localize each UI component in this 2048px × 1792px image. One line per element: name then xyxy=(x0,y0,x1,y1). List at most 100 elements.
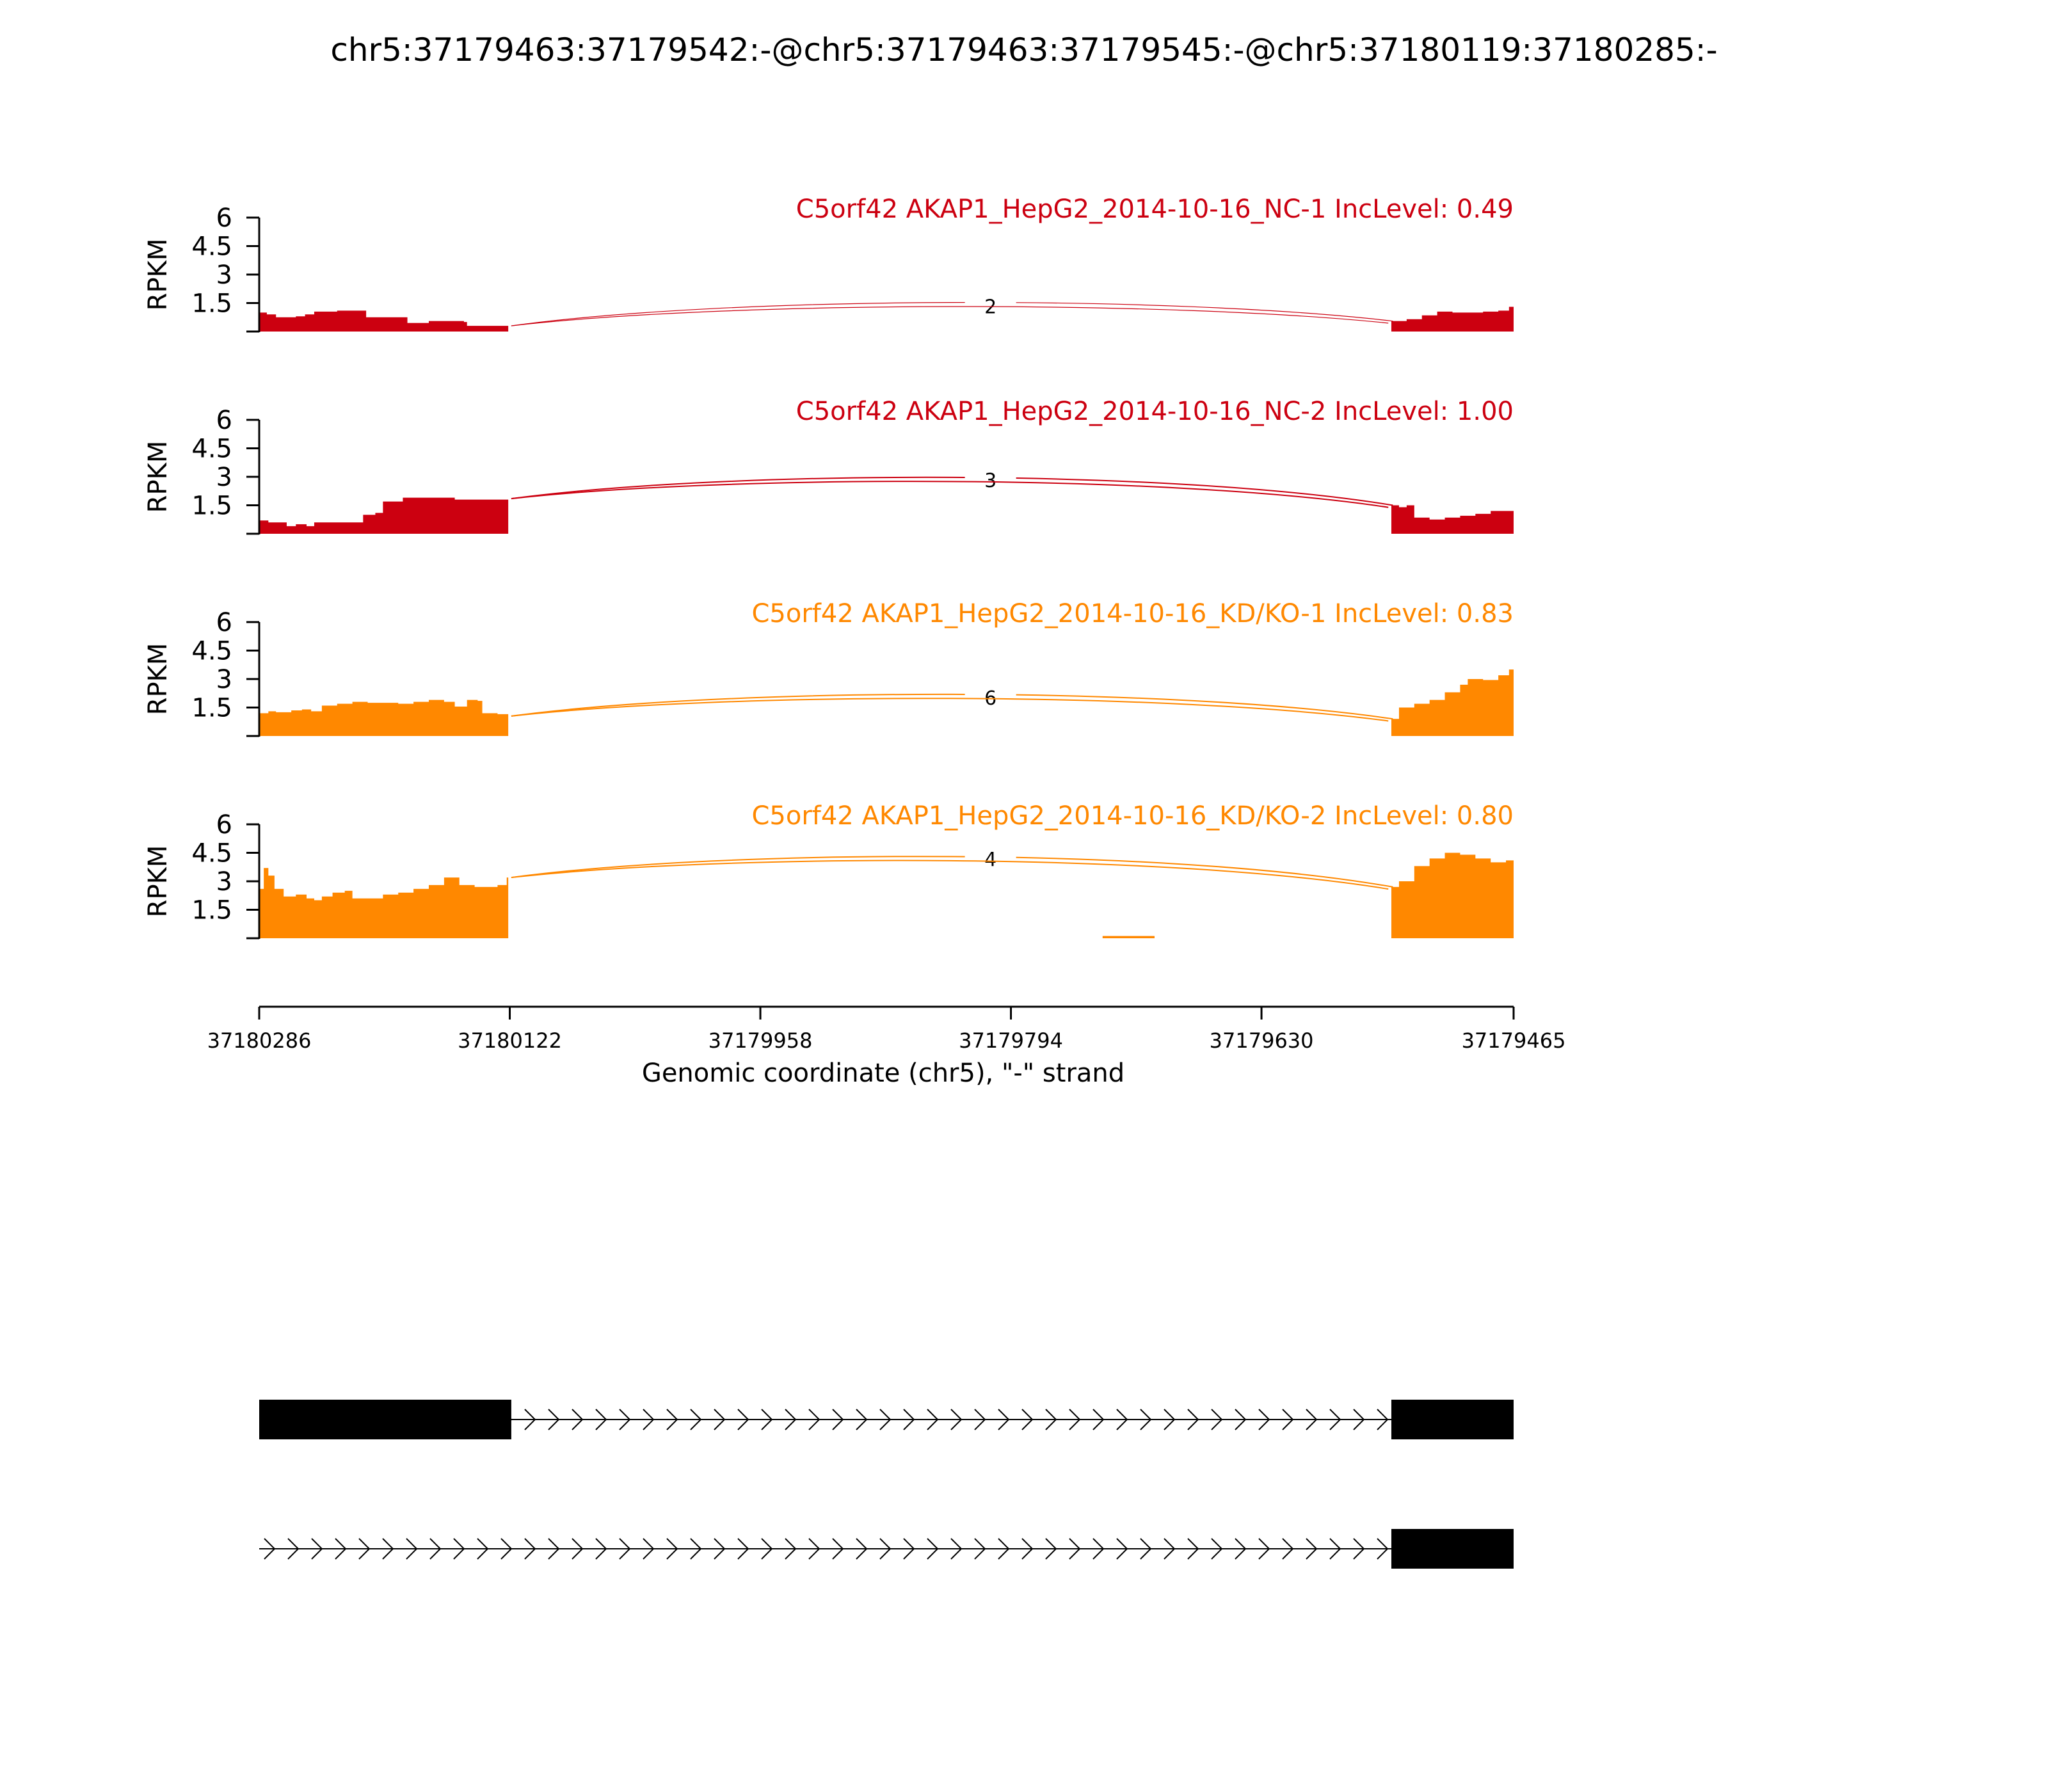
y-tick-label: 4.5 xyxy=(191,637,232,666)
exon-block xyxy=(1391,1529,1514,1569)
junction-count-bg xyxy=(964,291,1016,319)
strand-arrow xyxy=(572,1409,584,1430)
strand-arrow xyxy=(1116,1409,1128,1430)
coverage-area xyxy=(1102,936,1155,938)
strand-arrow xyxy=(785,1409,797,1430)
strand-arrow xyxy=(856,1538,868,1560)
strand-arrow xyxy=(903,1538,915,1560)
junction-arc xyxy=(511,693,1393,720)
strand-arrow xyxy=(832,1409,844,1430)
junction-arc xyxy=(511,860,1389,890)
x-tick-label: 37180122 xyxy=(458,1028,562,1053)
y-tick-label: 3 xyxy=(216,463,232,492)
exon-block xyxy=(1391,1400,1514,1439)
track-2: 3 C5orf42 AKAP1_HepG2_2014-10-16_NC-2 Inc… xyxy=(143,397,1514,535)
y-tick-label: 4.5 xyxy=(191,232,232,262)
exon-block xyxy=(259,1400,511,1439)
strand-arrow xyxy=(1045,1538,1057,1560)
junction-arc xyxy=(511,856,1393,888)
strand-arrow xyxy=(1140,1538,1152,1560)
junction-arc xyxy=(511,481,1389,508)
strand-arrow xyxy=(1329,1538,1341,1560)
y-axis-label: RPKM xyxy=(143,643,173,716)
strand-arrow xyxy=(548,1538,560,1560)
y-tick-label: 4.5 xyxy=(191,839,232,868)
strand-arrow xyxy=(1211,1538,1223,1560)
strand-arrow xyxy=(950,1538,963,1560)
strand-arrow xyxy=(358,1538,371,1560)
strand-arrow xyxy=(1282,1409,1294,1430)
strand-arrow xyxy=(974,1409,986,1430)
chart-title: chr5:37179463:37179542:-@chr5:37179463:3… xyxy=(330,31,1717,68)
coverage-area xyxy=(259,700,509,736)
strand-arrow xyxy=(808,1409,820,1430)
x-axis-label: Genomic coordinate (chr5), "-" strand xyxy=(642,1059,1124,1088)
strand-arrow xyxy=(1140,1409,1152,1430)
coverage-tracks: 2 C5orf42 AKAP1_HepG2_2014-10-16_NC-1 Inc… xyxy=(143,195,1514,940)
strand-arrow xyxy=(666,1409,678,1430)
strand-arrow xyxy=(548,1409,560,1430)
strand-arrow xyxy=(1116,1538,1128,1560)
strand-arrow xyxy=(1235,1409,1247,1430)
track-3: 6 C5orf42 AKAP1_HepG2_2014-10-16_KD/KO-1 … xyxy=(143,599,1514,737)
strand-arrow xyxy=(927,1538,939,1560)
strand-arrow xyxy=(879,1538,892,1560)
strand-arrow xyxy=(406,1538,418,1560)
strand-arrow xyxy=(879,1409,892,1430)
strand-arrow xyxy=(1164,1409,1176,1430)
strand-arrow xyxy=(1021,1538,1034,1560)
coverage-area xyxy=(259,497,509,534)
strand-arrow xyxy=(311,1538,323,1560)
strand-arrow xyxy=(595,1538,607,1560)
strand-arrow xyxy=(1069,1538,1081,1560)
track-1: 2 C5orf42 AKAP1_HepG2_2014-10-16_NC-1 Inc… xyxy=(143,195,1514,333)
strand-arrow xyxy=(1164,1538,1176,1560)
y-tick-label: 6 xyxy=(216,204,232,233)
strand-arrow xyxy=(1329,1409,1341,1430)
strand-arrow xyxy=(998,1409,1010,1430)
strand-arrow xyxy=(1235,1538,1247,1560)
y-tick-label: 4.5 xyxy=(191,435,232,464)
junction-arc xyxy=(511,306,1389,326)
strand-arrow xyxy=(1258,1409,1270,1430)
junction-count: 4 xyxy=(984,849,996,871)
strand-arrow xyxy=(264,1538,276,1560)
y-tick-label: 1.5 xyxy=(191,492,232,521)
x-axis: 37180286 37180122 37179958 37179794 37179630… xyxy=(207,1005,1565,1053)
coverage-area xyxy=(259,868,509,938)
strand-arrow xyxy=(429,1538,442,1560)
x-tick-label: 37180286 xyxy=(207,1028,312,1053)
strand-arrow xyxy=(690,1409,702,1430)
strand-arrow xyxy=(737,1538,749,1560)
y-axis-label: RPKM xyxy=(143,441,173,513)
y-tick-label: 1.5 xyxy=(191,289,232,319)
strand-arrow xyxy=(998,1538,1010,1560)
x-tick-label: 37179630 xyxy=(1210,1028,1314,1053)
strand-arrow xyxy=(737,1409,749,1430)
track-label: C5orf42 AKAP1_HepG2_2014-10-16_KD/KO-1 I… xyxy=(751,599,1514,628)
gene-models xyxy=(259,1400,1514,1569)
y-tick-label: 6 xyxy=(216,608,232,637)
strand-arrow xyxy=(785,1538,797,1560)
strand-arrow xyxy=(1092,1538,1105,1560)
strand-arrow xyxy=(477,1538,489,1560)
y-tick-label: 3 xyxy=(216,867,232,897)
coverage-area xyxy=(259,310,509,332)
strand-arrow xyxy=(903,1409,915,1430)
junction-count-bg xyxy=(964,844,1016,872)
strand-arrow xyxy=(572,1538,584,1560)
strand-arrow xyxy=(666,1538,678,1560)
y-tick-label: 1.5 xyxy=(191,896,232,925)
track-label: C5orf42 AKAP1_HepG2_2014-10-16_KD/KO-2 I… xyxy=(751,801,1514,831)
strand-arrow xyxy=(1021,1409,1034,1430)
strand-arrow xyxy=(1258,1538,1270,1560)
strand-arrow xyxy=(1187,1409,1199,1430)
junction-arc xyxy=(511,476,1393,506)
y-axis-label: RPKM xyxy=(143,845,173,918)
strand-arrow xyxy=(974,1538,986,1560)
junction-arc xyxy=(511,698,1389,722)
track-4: 4 C5orf42 AKAP1_HepG2_2014-10-16_KD/KO-2 … xyxy=(143,801,1514,940)
x-tick-label: 37179958 xyxy=(708,1028,813,1053)
strand-arrow xyxy=(382,1538,394,1560)
